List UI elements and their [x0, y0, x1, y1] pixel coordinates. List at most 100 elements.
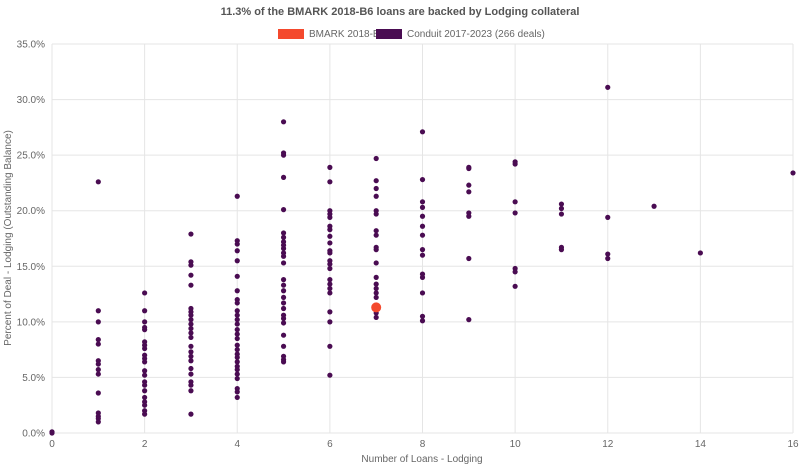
data-point-conduit[interactable] [419, 318, 426, 324]
data-point-conduit[interactable] [280, 152, 287, 158]
data-point-conduit[interactable] [373, 314, 379, 321]
data-point-conduit[interactable] [327, 233, 333, 239]
data-point-conduit[interactable] [280, 234, 287, 240]
data-point-conduit[interactable] [234, 300, 240, 306]
data-point-conduit[interactable] [605, 255, 611, 262]
data-point-conduit[interactable] [234, 327, 240, 333]
data-point-conduit[interactable] [234, 335, 240, 342]
legend-item-bmark[interactable]: BMARK 2018-B6 [278, 29, 386, 40]
data-point-conduit[interactable] [327, 372, 333, 378]
data-point-conduit[interactable] [234, 367, 240, 373]
data-point-conduit[interactable] [512, 199, 518, 205]
data-point-conduit[interactable] [142, 388, 148, 394]
data-point-conduit[interactable] [373, 155, 379, 162]
data-point-conduit[interactable] [419, 176, 426, 183]
data-point-conduit[interactable] [280, 119, 287, 125]
data-point-conduit[interactable] [373, 178, 379, 184]
data-point-conduit[interactable] [234, 375, 240, 382]
data-point-conduit[interactable] [188, 282, 194, 288]
data-point-conduit[interactable] [327, 227, 333, 233]
data-point-conduit[interactable] [327, 250, 333, 256]
data-point-conduit[interactable] [327, 261, 333, 267]
data-point-conduit[interactable] [280, 282, 287, 288]
data-point-conduit[interactable] [419, 232, 426, 238]
data-point-conduit[interactable] [234, 347, 240, 353]
data-point-conduit[interactable] [188, 325, 194, 332]
data-point-conduit[interactable] [95, 367, 101, 373]
data-point-conduit[interactable] [651, 203, 657, 209]
data-point-conduit[interactable] [558, 247, 565, 253]
data-point-conduit[interactable] [605, 251, 611, 257]
data-point-conduit[interactable] [142, 290, 148, 296]
data-point-conduit[interactable] [280, 343, 287, 349]
data-point-conduit[interactable] [95, 371, 101, 377]
data-point-conduit[interactable] [466, 189, 472, 195]
data-point-conduit[interactable] [280, 174, 287, 180]
data-point-conduit[interactable] [234, 312, 240, 318]
data-point-conduit[interactable] [234, 321, 240, 327]
data-point-conduit[interactable] [280, 305, 287, 312]
data-point-conduit[interactable] [327, 343, 333, 349]
data-point-conduit[interactable] [419, 313, 426, 319]
data-point-conduit[interactable] [234, 371, 240, 377]
data-point-conduit[interactable] [558, 201, 565, 207]
data-point-conduit[interactable] [280, 260, 287, 266]
data-point-conduit[interactable] [95, 361, 101, 367]
data-point-conduit[interactable] [234, 317, 240, 323]
data-point-conduit[interactable] [419, 252, 426, 258]
data-point-conduit[interactable] [188, 343, 194, 349]
data-point-conduit[interactable] [327, 277, 333, 283]
data-point-conduit[interactable] [280, 277, 287, 283]
data-point-conduit[interactable] [142, 372, 148, 378]
data-point-conduit[interactable] [280, 300, 287, 306]
legend-item-conduit[interactable]: Conduit 2017-2023 (266 deals) [376, 29, 545, 40]
data-point-conduit[interactable] [188, 382, 194, 388]
data-point-conduit[interactable] [188, 365, 194, 372]
data-point-conduit[interactable] [466, 213, 472, 219]
data-point-conduit[interactable] [280, 359, 287, 365]
data-point-conduit[interactable] [280, 288, 287, 294]
data-point-conduit[interactable] [234, 241, 240, 247]
data-point-conduit[interactable] [419, 223, 426, 229]
data-point-conduit[interactable] [512, 161, 518, 167]
data-point-conduit[interactable] [234, 248, 240, 254]
data-point-conduit[interactable] [373, 193, 379, 199]
data-point-conduit[interactable] [95, 337, 101, 343]
data-point-conduit[interactable] [512, 269, 518, 275]
data-point-conduit[interactable] [280, 230, 287, 236]
data-point-conduit[interactable] [95, 419, 101, 425]
data-point-conduit[interactable] [373, 260, 379, 266]
data-point-conduit[interactable] [95, 319, 101, 325]
data-point-conduit[interactable] [142, 382, 148, 388]
data-point-conduit[interactable] [466, 255, 472, 262]
data-point-conduit[interactable] [95, 308, 101, 314]
data-point-conduit[interactable] [466, 182, 472, 188]
data-point-conduit[interactable] [327, 281, 333, 287]
data-point-conduit[interactable] [234, 342, 240, 348]
data-point-conduit[interactable] [142, 394, 148, 401]
data-point-conduit[interactable] [234, 273, 240, 279]
data-point-conduit[interactable] [188, 388, 194, 394]
data-point-conduit[interactable] [419, 290, 426, 296]
data-point-conduit[interactable] [373, 285, 379, 292]
data-point-conduit[interactable] [466, 317, 472, 323]
data-point-conduit[interactable] [142, 345, 148, 352]
data-point-conduit[interactable] [280, 320, 287, 326]
data-point-conduit[interactable] [605, 214, 611, 220]
data-point-conduit[interactable] [188, 330, 194, 336]
data-point-conduit[interactable] [234, 331, 240, 337]
data-point-conduit[interactable] [142, 411, 148, 417]
data-point-conduit[interactable] [188, 411, 194, 417]
data-point-conduit[interactable] [327, 265, 333, 272]
data-point-conduit[interactable] [188, 371, 194, 377]
data-point-conduit[interactable] [142, 308, 148, 314]
data-point-conduit[interactable] [419, 274, 426, 280]
data-point-conduit[interactable] [558, 211, 565, 217]
data-point-conduit[interactable] [373, 281, 379, 287]
data-point-conduit[interactable] [95, 390, 101, 396]
data-point-conduit[interactable] [697, 250, 703, 256]
data-point-conduit[interactable] [327, 214, 333, 220]
data-point-conduit[interactable] [419, 129, 426, 135]
data-point-conduit[interactable] [188, 349, 194, 355]
data-point-conduit[interactable] [280, 294, 287, 301]
